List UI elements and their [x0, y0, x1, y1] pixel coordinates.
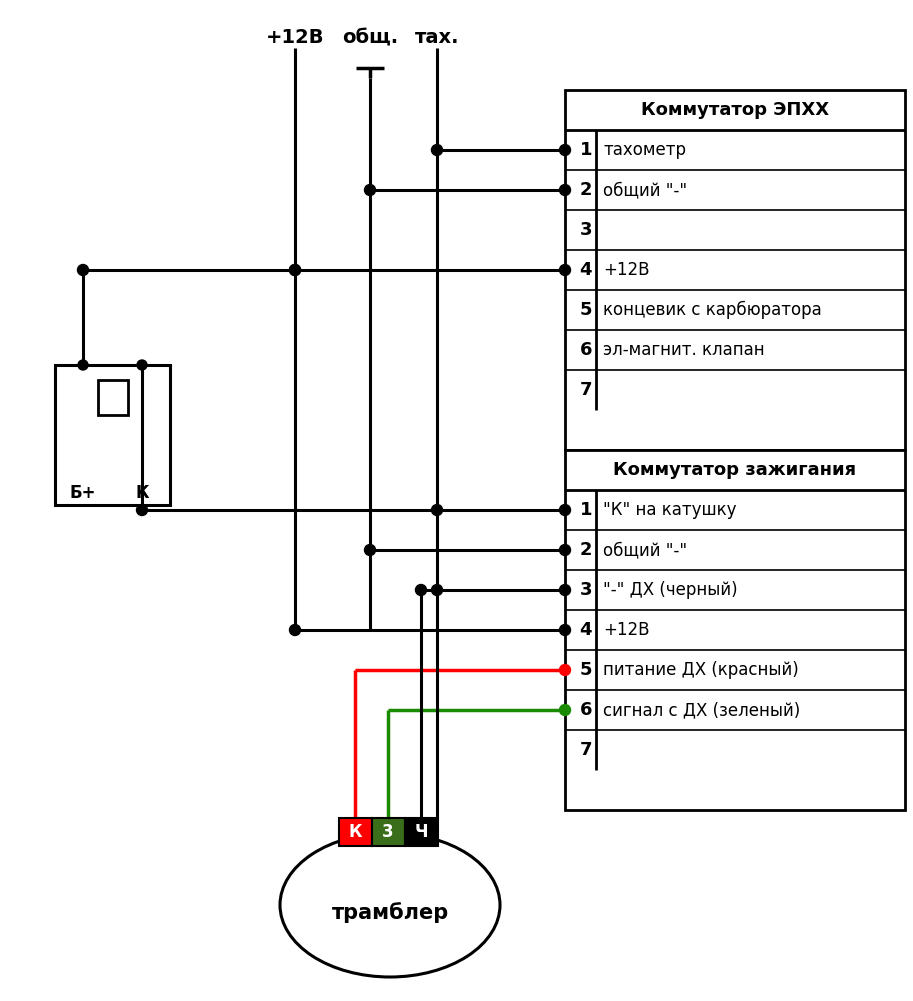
Text: "К" на катушку: "К" на катушку [603, 500, 737, 519]
Circle shape [560, 505, 571, 516]
Text: тах.: тах. [415, 28, 459, 47]
Text: +12В: +12В [266, 28, 324, 47]
Text: +12В: +12В [603, 261, 649, 279]
Text: эл-магнит. клапан: эл-магнит. клапан [603, 341, 764, 359]
Text: 2: 2 [580, 181, 592, 199]
Circle shape [364, 184, 375, 195]
Text: Б+: Б+ [69, 484, 96, 502]
Text: трамблер: трамблер [331, 903, 448, 924]
Text: питание ДХ (красный): питание ДХ (красный) [603, 661, 799, 679]
Text: Коммутатор зажигания: Коммутатор зажигания [614, 461, 856, 479]
Text: 7: 7 [580, 381, 592, 399]
Text: сигнал с ДХ (зеленый): сигнал с ДХ (зеленый) [603, 701, 801, 719]
Ellipse shape [280, 833, 500, 977]
Bar [372, 818, 404, 846]
Text: +12В: +12В [603, 621, 649, 639]
Text: общ.: общ. [342, 28, 398, 47]
Text: 6: 6 [580, 341, 592, 359]
Text: 6: 6 [580, 701, 592, 719]
Text: 4: 4 [580, 261, 592, 279]
Text: 1: 1 [580, 500, 592, 519]
Circle shape [560, 545, 571, 556]
Text: Коммутатор ЭПХХ: Коммутатор ЭПХХ [641, 101, 829, 119]
Bar [339, 818, 372, 846]
Text: 5: 5 [580, 661, 592, 679]
Text: общий "-": общий "-" [603, 181, 687, 199]
Circle shape [289, 264, 300, 275]
Circle shape [560, 705, 571, 716]
Text: 7: 7 [580, 741, 592, 759]
Text: К: К [348, 823, 362, 841]
Text: 3: 3 [580, 221, 592, 239]
Text: 3: 3 [580, 581, 592, 599]
Text: 3: 3 [383, 823, 394, 841]
Text: тахометр: тахометр [603, 141, 686, 159]
Circle shape [560, 625, 571, 636]
Circle shape [137, 505, 148, 516]
Text: концевик с карбюратора: концевик с карбюратора [603, 301, 822, 319]
Text: 2: 2 [580, 541, 592, 559]
Circle shape [364, 545, 375, 556]
Text: 5: 5 [580, 301, 592, 319]
Circle shape [432, 585, 443, 596]
Circle shape [137, 360, 147, 370]
Text: Ч: Ч [415, 823, 428, 841]
Text: общий "-": общий "-" [603, 541, 687, 559]
Circle shape [78, 264, 89, 275]
Circle shape [560, 665, 571, 676]
Bar [404, 818, 437, 846]
Circle shape [560, 585, 571, 596]
Circle shape [560, 184, 571, 195]
Bar [565, 90, 905, 450]
Circle shape [432, 144, 443, 155]
Circle shape [289, 625, 300, 636]
Text: "-" ДХ (черный): "-" ДХ (черный) [603, 581, 738, 599]
Circle shape [78, 360, 88, 370]
Circle shape [289, 264, 300, 275]
Circle shape [432, 505, 443, 516]
Circle shape [560, 144, 571, 155]
Text: 4: 4 [580, 621, 592, 639]
Circle shape [415, 585, 426, 596]
Text: 1: 1 [580, 141, 592, 159]
Circle shape [560, 264, 571, 275]
Text: К: К [135, 484, 149, 502]
Bar [565, 450, 905, 810]
Bar [55, 365, 170, 505]
Bar [98, 380, 128, 415]
